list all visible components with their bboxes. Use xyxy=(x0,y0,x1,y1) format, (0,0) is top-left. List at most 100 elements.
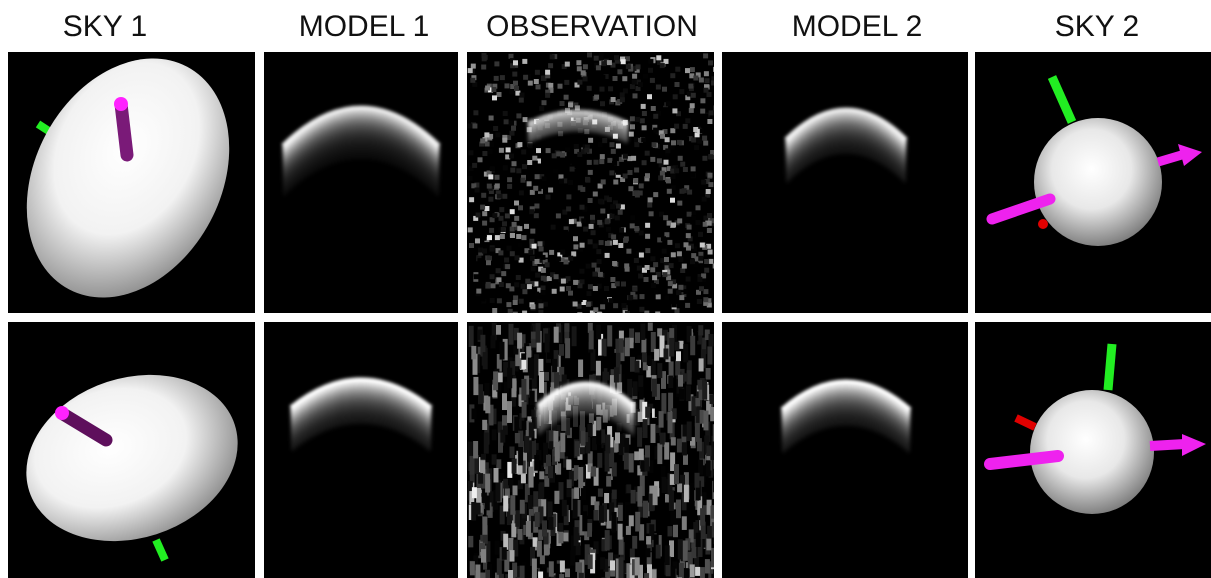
noise-pixel xyxy=(630,84,635,89)
noise-pixel xyxy=(671,174,676,179)
noise-pixel xyxy=(578,360,583,377)
noise-pixel xyxy=(539,372,544,394)
noise-pixel xyxy=(713,424,718,441)
noise-pixel xyxy=(510,233,515,238)
noise-pixel xyxy=(469,326,474,347)
noise-pixel xyxy=(588,170,593,175)
noise-pixel xyxy=(573,236,578,241)
noise-pixel xyxy=(678,181,683,186)
noise-pixel xyxy=(698,325,703,335)
noise-pixel xyxy=(545,93,550,98)
noise-pixel xyxy=(662,87,667,92)
noise-pixel xyxy=(478,473,483,484)
noise-pixel xyxy=(657,328,662,336)
noise-pixel xyxy=(708,173,713,178)
noise-pixel xyxy=(682,442,687,455)
noise-pixel xyxy=(581,70,586,75)
noise-pixel xyxy=(530,229,535,234)
noise-pixel xyxy=(606,227,611,232)
noise-pixel xyxy=(709,110,714,115)
noise-pixel xyxy=(706,189,711,194)
noise-pixel xyxy=(655,312,660,317)
noise-pixel xyxy=(653,486,658,505)
noise-pixel xyxy=(577,80,582,85)
noise-pixel xyxy=(485,570,490,578)
noise-pixel xyxy=(691,138,696,143)
noise-pixel xyxy=(713,264,718,269)
noise-pixel xyxy=(559,179,564,184)
noise-pixel xyxy=(686,277,691,282)
noise-pixel xyxy=(714,531,719,544)
noise-pixel xyxy=(497,277,502,282)
noise-pixel xyxy=(510,447,515,459)
noise-pixel xyxy=(480,138,485,143)
noise-pixel xyxy=(635,557,640,575)
noise-pixel xyxy=(613,180,618,185)
noise-pixel xyxy=(520,566,525,578)
noise-pixel xyxy=(560,250,565,255)
noise-pixel xyxy=(690,259,695,264)
noise-pixel xyxy=(664,349,669,360)
noise-pixel xyxy=(664,160,669,165)
noise-pixel xyxy=(482,151,487,156)
noise-pixel xyxy=(588,424,593,436)
noise-pixel xyxy=(713,105,718,110)
noise-pixel xyxy=(503,496,508,512)
noise-pixel xyxy=(485,142,490,147)
noise-pixel xyxy=(645,173,650,178)
noise-pixel xyxy=(519,190,524,195)
noise-pixel xyxy=(661,466,666,478)
noise-pixel xyxy=(533,491,538,506)
noise-pixel xyxy=(654,349,659,361)
noise-pixel xyxy=(648,197,653,202)
noise-pixel xyxy=(529,358,534,378)
noise-pixel xyxy=(666,101,671,106)
noise-pixel xyxy=(531,339,536,348)
noise-pixel xyxy=(694,145,699,150)
noise-pixel xyxy=(494,61,499,66)
noise-pixel xyxy=(684,568,689,578)
noise-pixel xyxy=(559,574,564,578)
noise-pixel xyxy=(481,573,486,578)
noise-pixel xyxy=(600,75,605,80)
noise-pixel xyxy=(548,63,553,68)
noise-pixel xyxy=(597,220,602,225)
noise-pixel xyxy=(600,304,605,309)
noise-pixel xyxy=(623,154,628,159)
noise-pixel xyxy=(699,78,704,83)
noise-pixel xyxy=(549,250,554,255)
noise-pixel xyxy=(509,154,514,159)
noise-pixel xyxy=(560,101,565,106)
noise-pixel xyxy=(673,525,678,537)
noise-pixel xyxy=(672,108,677,113)
noise-pixel xyxy=(598,199,603,204)
noise-pixel xyxy=(671,223,676,228)
noise-pixel xyxy=(605,451,610,471)
noise-pixel xyxy=(691,544,696,558)
noise-pixel xyxy=(566,459,571,470)
noise-pixel xyxy=(564,80,569,85)
noise-pixel xyxy=(626,249,631,254)
noise-pixel xyxy=(642,111,647,116)
noise-pixel xyxy=(468,150,473,155)
noise-pixel xyxy=(567,479,572,488)
noise-pixel xyxy=(705,559,710,573)
noise-pixel xyxy=(533,161,538,166)
noise-pixel xyxy=(490,274,495,279)
noise-pixel xyxy=(526,323,531,343)
noise-pixel xyxy=(566,276,571,281)
noise-pixel xyxy=(635,117,640,122)
noise-pixel xyxy=(619,235,624,240)
noise-pixel xyxy=(695,398,700,406)
noise-pixel xyxy=(565,62,570,67)
noise-pixel xyxy=(522,164,527,169)
noise-pixel xyxy=(590,215,595,220)
noise-pixel xyxy=(644,573,649,578)
noise-pixel xyxy=(690,483,695,504)
noise-pixel xyxy=(668,526,673,536)
noise-pixel xyxy=(647,355,652,365)
noise-pixel xyxy=(491,283,496,288)
noise-pixel xyxy=(633,381,638,396)
noise-pixel xyxy=(505,83,510,88)
noise-pixel xyxy=(689,108,694,113)
